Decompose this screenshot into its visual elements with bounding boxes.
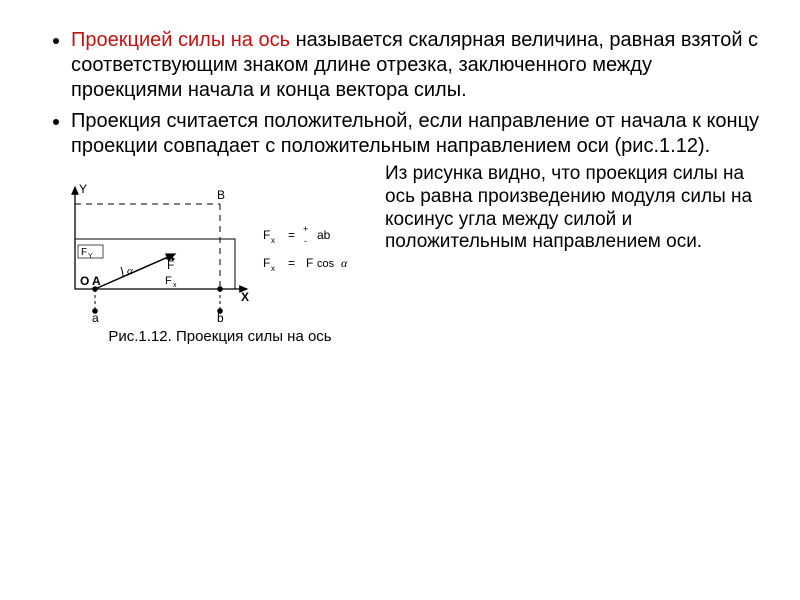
svg-text:F: F <box>306 256 313 270</box>
svg-text:=: = <box>288 256 295 270</box>
svg-text:=: = <box>288 228 295 242</box>
diagram: F Y Y X O A B a b F F x α F x = + <box>45 169 375 324</box>
label-x: X <box>241 290 249 304</box>
explanation-text: Из рисунка видно, что проекция силы на о… <box>385 163 760 254</box>
label-y: Y <box>79 182 87 196</box>
bullet-2: Проекция считается положительной, если н… <box>71 109 760 159</box>
svg-text:+: + <box>303 224 308 234</box>
term-projection: Проекцией силы на ось <box>71 29 290 51</box>
figure-caption: Рис.1.12. Проекция силы на ось <box>45 328 375 347</box>
label-o: O <box>80 274 89 288</box>
label-a: a <box>92 311 99 324</box>
label-b-cap: B <box>217 188 225 202</box>
svg-text:x: x <box>271 236 275 245</box>
svg-text:F: F <box>81 247 87 258</box>
bullet-1: Проекцией силы на ось называется скалярн… <box>71 28 760 103</box>
svg-text:F: F <box>263 228 270 242</box>
label-b: b <box>217 311 224 324</box>
label-alpha: α <box>127 265 133 277</box>
svg-text:Y: Y <box>88 253 93 260</box>
svg-text:x: x <box>173 282 177 289</box>
svg-text:ab: ab <box>317 228 331 242</box>
svg-text:F: F <box>263 256 270 270</box>
svg-text:-: - <box>304 236 307 246</box>
label-fx: F <box>165 275 172 287</box>
label-a-cap: A <box>92 274 101 288</box>
svg-text:cos: cos <box>317 258 335 270</box>
svg-text:x: x <box>271 264 275 273</box>
svg-text:α: α <box>341 256 348 270</box>
